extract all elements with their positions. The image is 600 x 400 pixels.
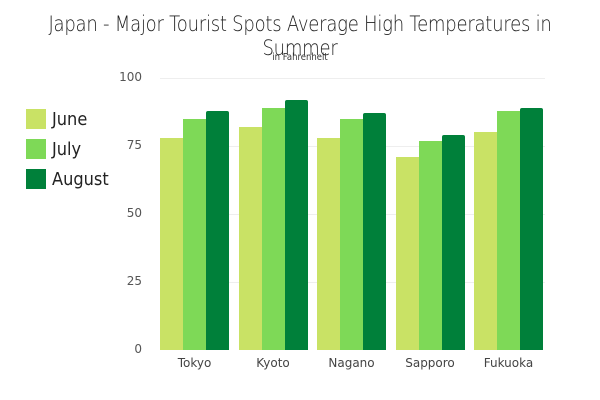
legend-item-august: August — [26, 164, 115, 194]
bar-fukuoka-june — [474, 132, 497, 350]
x-tick-label: Nagano — [328, 356, 375, 370]
chart-subtitle: in Fahrenheit — [272, 52, 328, 63]
legend-label: July — [52, 138, 82, 160]
legend-item-july: July — [26, 134, 115, 164]
x-tick-label: Tokyo — [177, 356, 212, 370]
bar-nagano-june — [317, 137, 340, 350]
x-tick-label: Sapporo — [405, 356, 455, 370]
bar-sapporo-august — [441, 135, 465, 350]
bar-tokyo-august — [206, 110, 229, 350]
bar-kyoto-august — [284, 99, 308, 350]
y-tick-label: 0 — [134, 342, 142, 356]
legend-item-june: June — [26, 104, 115, 134]
bar-nagano-july — [340, 118, 363, 350]
bar-nagano-august — [363, 113, 386, 350]
bar-fukuoka-july — [497, 110, 520, 350]
gridline — [160, 78, 545, 79]
legend-label: June — [52, 108, 88, 130]
bar-tokyo-june — [160, 137, 183, 350]
y-tick-label: 75 — [126, 138, 142, 152]
legend-swatch — [26, 139, 46, 159]
bar-sapporo-july — [418, 140, 442, 350]
legend-label: August — [52, 168, 109, 190]
y-tick-label: 100 — [119, 70, 142, 84]
legend: June July August — [26, 104, 115, 194]
bar-fukuoka-august — [520, 107, 543, 350]
x-tick-label: Fukuoka — [483, 356, 534, 370]
legend-swatch — [26, 109, 46, 129]
chart-title: Japan - Major Tourist Spots Average High… — [48, 12, 552, 60]
bar-sapporo-june — [395, 156, 419, 350]
y-tick-label: 50 — [126, 206, 142, 220]
x-tick-label: Kyoto — [256, 356, 290, 370]
plot-area: 0 25 50 75 100 — [119, 70, 545, 356]
legend-swatch — [26, 169, 46, 189]
y-tick-label: 25 — [126, 274, 142, 288]
bar-tokyo-july — [183, 118, 206, 350]
bar-kyoto-june — [238, 126, 262, 350]
bar-kyoto-july — [261, 107, 285, 350]
